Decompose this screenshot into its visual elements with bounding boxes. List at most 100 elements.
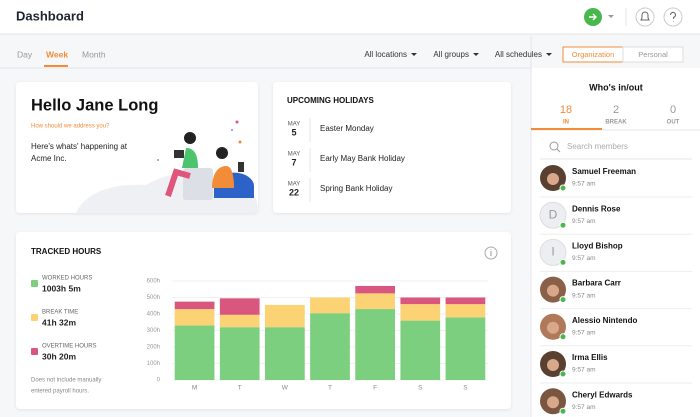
address-link[interactable]: How should we address you? [31,124,110,130]
avatar [539,238,567,266]
status-dot [559,184,567,192]
chart-note: entered payroll hours. [31,389,89,395]
status-dot [559,333,567,341]
holiday-name: Spring Bank Holiday [320,184,392,193]
member-time: 9:57 am [572,330,596,337]
member-name[interactable]: Alessio Nintendo [572,316,637,325]
legend-label: OVERTIME HOURS [42,344,97,350]
bar-segment [310,297,350,314]
holiday-day: 22 [289,187,299,197]
holidays-card [273,82,511,213]
avatar-face [547,396,559,409]
filter-dropdown[interactable]: All schedules [495,50,542,59]
avatar [539,201,567,229]
bar-segment [174,301,215,310]
legend-label: WORKED HOURS [42,276,92,282]
caret [411,53,417,56]
status-dot [559,296,567,304]
bar-segment [310,313,350,380]
bar-segment [445,304,486,318]
member-time: 9:57 am [572,181,596,188]
search-icon [556,148,561,153]
clock-in-icon [589,13,597,21]
member-time: 9:57 am [572,218,596,225]
notifications-button[interactable] [635,7,655,27]
legend-total: 1003h 5m [42,283,81,293]
avatar-initial: D [549,207,558,221]
active-tab-underline [44,65,68,67]
legend-swatch [31,348,38,355]
holiday-name: Easter Monday [320,124,374,133]
bar-segment [219,298,260,315]
status-count[interactable]: 2 [613,104,619,116]
status-dot [559,221,567,229]
holiday-month: MAY [288,182,301,188]
search-input[interactable]: Search members [567,142,628,151]
caret [546,53,552,56]
greeting-text: Acme Inc. [31,154,67,163]
x-tick-label: M [192,385,197,392]
help-icon [669,11,677,22]
top-bar [0,0,700,34]
status-label[interactable]: IN [563,120,569,126]
illustration [157,120,254,200]
status-count[interactable]: 0 [670,104,676,116]
filter-dropdown[interactable]: All groups [433,50,469,59]
member-name[interactable]: Cheryl Edwards [572,390,633,399]
toggle-option[interactable]: Organization [572,50,615,59]
member-name[interactable]: Irma Ellis [572,353,608,362]
bar-segment [400,304,441,321]
status-dot [559,407,567,415]
x-tick-label: T [328,385,332,392]
caret[interactable] [608,15,614,18]
bar-segment [400,297,441,305]
status-label[interactable]: BREAK [605,120,627,126]
x-tick-label: S [463,385,468,392]
status-label[interactable]: OUT [667,120,680,126]
status-dot [559,370,567,378]
y-tick-label: 200h [147,345,160,351]
member-name[interactable]: Barbara Carr [572,279,621,288]
toggle-inactive[interactable] [622,46,684,63]
bar-segment [219,314,260,328]
legend-swatch [31,280,38,287]
member-name[interactable]: Dennis Rose [572,204,621,213]
holiday-month: MAY [288,152,301,158]
x-tick-label: F [373,385,377,392]
member-name[interactable]: Lloyd Bishop [572,242,623,251]
bar-segment [264,327,305,380]
period-tab[interactable]: Month [82,49,106,59]
avatar-face [547,359,559,371]
avatar-face [547,173,559,185]
toggle-option[interactable]: Personal [638,50,668,59]
x-tick-label: S [418,385,423,392]
holidays-title: UPCOMING HOLIDAYS [287,96,374,105]
bar-segment [174,309,215,326]
greeting-text: Here's whats' happening at [31,142,128,151]
period-tab[interactable]: Week [46,49,68,59]
legend-swatch [31,314,38,321]
y-tick-label: 600h [147,279,160,285]
search-icon [549,141,559,151]
legend-label: BREAK TIME [42,310,78,316]
avatar-face [547,321,559,334]
filter-dropdown[interactable]: All locations [364,50,407,59]
greeting-title: Hello Jane Long [31,96,158,114]
info-icon[interactable] [484,246,498,260]
bar-segment [445,297,486,305]
active-tab-underline [531,128,602,130]
bar-segment [355,293,396,310]
holiday-day: 7 [291,157,296,167]
period-tab[interactable]: Day [17,49,33,59]
page-title: Dashboard [16,8,84,23]
panel-title: Who's in/out [589,82,643,92]
legend-total: 30h 20m [42,351,76,361]
member-name[interactable]: Samuel Freeman [572,167,636,176]
status-dot [559,258,567,266]
holiday-month: MAY [288,122,301,128]
holiday-name: Early May Bank Holiday [320,154,405,163]
y-tick-label: 0 [157,378,161,384]
status-count[interactable]: 18 [560,104,572,116]
x-tick-label: T [238,385,242,392]
y-tick-label: 500h [147,295,160,301]
